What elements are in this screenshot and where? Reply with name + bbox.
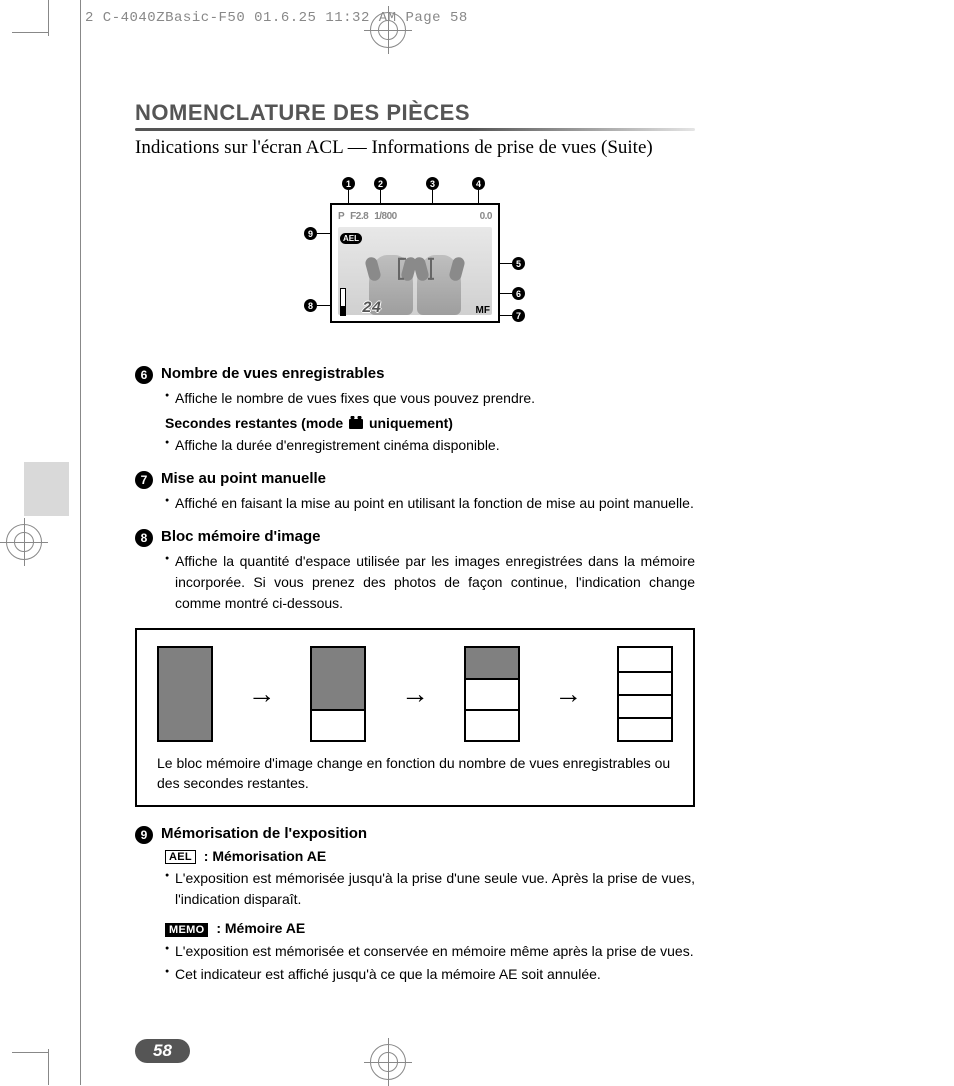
item-9: 9 Mémorisation de l'exposition AEL : Mém… — [135, 825, 695, 985]
memory-block-3 — [464, 646, 520, 742]
memory-block-1 — [157, 646, 213, 742]
ael-bullet: L'exposition est mémorisée jusqu'à la pr… — [165, 868, 695, 910]
memo-subheading: MEMO : Mémoire AE — [135, 920, 695, 936]
item-8: 8 Bloc mémoire d'image Affiche la quanti… — [135, 528, 695, 614]
lcd-memory-bar — [340, 288, 346, 316]
lcd-mf-indicator: MF — [476, 305, 490, 316]
crop-corner — [12, 1052, 48, 1053]
title-underline — [135, 128, 695, 131]
crop-corner — [48, 1049, 49, 1085]
lcd-exposure: 0.0 — [480, 211, 492, 222]
left-crop-rule — [80, 0, 81, 1085]
crop-corner — [48, 0, 49, 36]
callout-line — [317, 233, 330, 234]
lcd-frame-count: 24 — [362, 299, 381, 317]
page-number: 58 — [135, 1039, 190, 1063]
item-8-bullet: Affiche la quantité d'espace utilisée pa… — [165, 551, 695, 614]
callout-line — [432, 190, 433, 203]
memo-bullet: Cet indicateur est affiché jusqu'à ce qu… — [165, 964, 695, 985]
item-title-9: Mémorisation de l'exposition — [161, 825, 367, 842]
memory-diagram-box: → → → Le bloc mémoire d'image change en … — [135, 628, 695, 807]
subheading-text: Secondes restantes (mode — [165, 415, 343, 431]
registration-mark-top — [370, 12, 406, 48]
side-thumb-tab — [24, 462, 69, 516]
memo-label: : Mémoire AE — [216, 920, 305, 936]
item-title-7: Mise au point manuelle — [161, 470, 326, 487]
lcd-ael-badge: AEL — [340, 233, 362, 244]
callout-7: 7 — [512, 309, 525, 322]
memory-block-4 — [617, 646, 673, 742]
item-title-8: Bloc mémoire d'image — [161, 528, 320, 545]
lcd-aperture: F2.8 — [350, 211, 368, 222]
callout-1: 1 — [342, 177, 355, 190]
section-title: NOMENCLATURE DES PIÈCES — [135, 100, 695, 128]
movie-mode-icon — [349, 419, 363, 429]
item-number-7: 7 — [135, 471, 153, 489]
lcd-diagram: 1 2 3 4 5 6 7 8 9 P F2.8 1/800 0.0 — [300, 177, 530, 347]
callout-3: 3 — [426, 177, 439, 190]
lcd-shutter: 1/800 — [374, 211, 397, 222]
ael-subheading: AEL : Mémorisation AE — [135, 848, 695, 864]
item-number-9: 9 — [135, 826, 153, 844]
callout-9: 9 — [304, 227, 317, 240]
arrow-icon: → — [554, 680, 582, 708]
item-title-6: Nombre de vues enregistrables — [161, 365, 384, 382]
callout-5: 5 — [512, 257, 525, 270]
af-bracket-icon — [398, 258, 432, 280]
item-number-6: 6 — [135, 366, 153, 384]
callout-line — [500, 263, 512, 264]
ael-tag: AEL — [165, 850, 196, 864]
callout-line — [348, 190, 349, 203]
lcd-mode: P — [338, 211, 344, 222]
lcd-topbar: P F2.8 1/800 0.0 — [338, 208, 492, 224]
item-number-8: 8 — [135, 529, 153, 547]
lcd-frame: P F2.8 1/800 0.0 AEL 24 MF — [330, 203, 500, 323]
item-6: 6 Nombre de vues enregistrables Affiche … — [135, 365, 695, 456]
subheading-text-2: uniquement) — [369, 415, 453, 431]
memo-bullet: L'exposition est mémorisée et conservée … — [165, 941, 695, 962]
callout-4: 4 — [472, 177, 485, 190]
memory-diagram-caption: Le bloc mémoire d'image change en foncti… — [157, 754, 673, 793]
crop-corner — [12, 32, 48, 33]
item-7: 7 Mise au point manuelle Affiché en fais… — [135, 470, 695, 514]
callout-8: 8 — [304, 299, 317, 312]
callout-line — [500, 293, 512, 294]
registration-mark-bottom — [370, 1044, 406, 1080]
subtitle: Indications sur l'écran ACL — Informatio… — [135, 137, 695, 159]
callout-line — [500, 315, 512, 316]
crop-header-text: 2 C-4040ZBasic-F50 01.6.25 11:32 AM Page… — [85, 10, 468, 26]
memory-diagram-row: → → → — [157, 646, 673, 742]
callout-line — [478, 190, 479, 203]
memory-block-2 — [310, 646, 366, 742]
callout-line — [317, 305, 330, 306]
page-content: NOMENCLATURE DES PIÈCES Indications sur … — [135, 100, 695, 999]
ael-label: : Mémorisation AE — [204, 848, 326, 864]
memo-tag: MEMO — [165, 923, 208, 937]
arrow-icon: → — [248, 680, 276, 708]
item-6-subheading: Secondes restantes (mode uniquement) — [135, 415, 695, 431]
callout-line — [380, 190, 381, 203]
item-7-bullet: Affiché en faisant la mise au point en u… — [165, 493, 695, 514]
item-6-bullet: Affiche la durée d'enregistrement cinéma… — [165, 435, 695, 456]
callout-2: 2 — [374, 177, 387, 190]
item-6-bullet: Affiche le nombre de vues fixes que vous… — [165, 388, 695, 409]
arrow-icon: → — [401, 680, 429, 708]
registration-mark-left — [6, 524, 42, 560]
callout-6: 6 — [512, 287, 525, 300]
